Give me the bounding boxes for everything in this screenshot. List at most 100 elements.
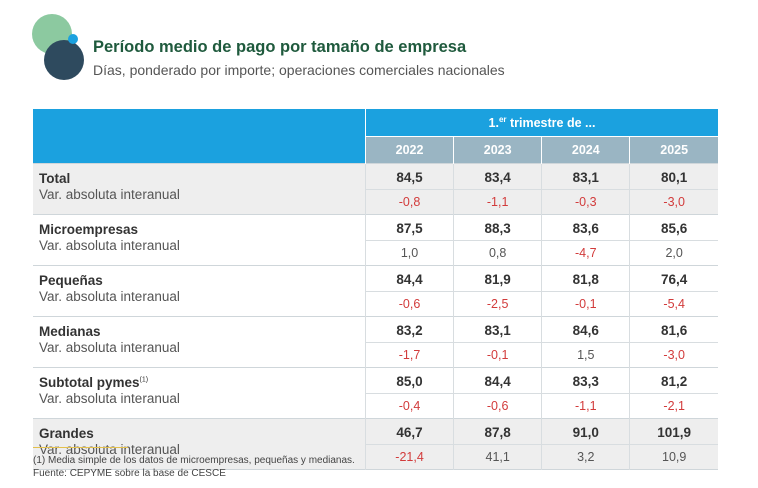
value-cell: 91,0 — [541, 418, 630, 445]
year-header: 2025 — [629, 136, 718, 164]
table-row: Medianas Var. absoluta interanual 83,2 83,1… — [33, 316, 718, 368]
value-cell: 83,1 — [453, 316, 542, 343]
table-row: Subtotal pymes(1) Var. absoluta interanua… — [33, 367, 718, 419]
change-cell: -3,0 — [629, 189, 718, 215]
value-cell: 81,8 — [541, 265, 630, 292]
group-subtitle: Var. absoluta interanual — [39, 391, 180, 406]
value-cell: 83,6 — [541, 214, 630, 241]
value-cell: 87,5 — [364, 214, 454, 241]
table-row-change: 1,0 0,8 -4,7 2,0 — [33, 240, 718, 266]
change-cell: 0,8 — [453, 240, 542, 266]
value-cell: 83,1 — [541, 163, 630, 190]
change-cell: 1,0 — [364, 240, 454, 266]
change-cell: -1,1 — [541, 393, 630, 419]
group-name: Total — [39, 171, 365, 186]
period-label-post: trimestre de ... — [506, 116, 596, 131]
change-cell: 2,0 — [629, 240, 718, 266]
change-cell: -4,7 — [541, 240, 630, 266]
group-subtitle: Var. absoluta interanual — [39, 238, 180, 253]
group-subtitle: Var. absoluta interanual — [39, 289, 180, 304]
change-cell: -2,1 — [629, 393, 718, 419]
group-name-text: Grandes — [39, 426, 94, 441]
year-header: 2023 — [453, 136, 542, 164]
table-row: Microempresas Var. absoluta interanual 87,… — [33, 214, 718, 266]
table-header-blank — [33, 109, 366, 164]
value-cell: 83,3 — [541, 367, 630, 394]
value-cell: 81,2 — [629, 367, 718, 394]
change-cell: -5,4 — [629, 291, 718, 317]
change-cell: -1,1 — [453, 189, 542, 215]
value-cell: 84,5 — [364, 163, 454, 190]
value-cell: 83,4 — [453, 163, 542, 190]
value-cell: 101,9 — [629, 418, 718, 445]
row-label: Grandes Var. absoluta interanual — [33, 418, 366, 470]
change-cell: -0,3 — [541, 189, 630, 215]
value-cell: 84,4 — [364, 265, 454, 292]
table-row-change: -1,7 -0,1 1,5 -3,0 — [33, 342, 718, 368]
table-row-change: -0,4 -0,6 -1,1 -2,1 — [33, 393, 718, 419]
change-cell: 1,5 — [541, 342, 630, 368]
change-cell: -0,1 — [541, 291, 630, 317]
change-cell: -0,1 — [453, 342, 542, 368]
group-name: Grandes — [39, 426, 365, 441]
value-cell: 83,2 — [364, 316, 454, 343]
row-label: Microempresas Var. absoluta interanual — [33, 214, 366, 266]
value-cell: 46,7 — [364, 418, 454, 445]
footnote-marker: (1) — [139, 376, 149, 384]
group-subtitle: Var. absoluta interanual — [39, 340, 180, 355]
group-name: Medianas — [39, 324, 365, 339]
group-name: Pequeñas — [39, 273, 365, 288]
page-title: Período medio de pago por tamaño de empr… — [93, 38, 467, 56]
payment-period-table: 1.er trimestre de ... 2022 2023 2024 2025 T… — [33, 109, 718, 470]
table-row-change: -0,6 -2,5 -0,1 -5,4 — [33, 291, 718, 317]
group-name-text: Total — [39, 171, 71, 186]
year-header: 2022 — [364, 136, 454, 164]
row-label: Subtotal pymes(1) Var. absoluta interanua… — [33, 367, 366, 419]
value-cell: 76,4 — [629, 265, 718, 292]
change-cell: -0,6 — [364, 291, 454, 317]
change-cell: -3,0 — [629, 342, 718, 368]
value-cell: 81,6 — [629, 316, 718, 343]
year-header: 2024 — [541, 136, 630, 164]
source-note: Fuente: CEPYME sobre la base de CESCE — [33, 468, 226, 479]
group-name-text: Subtotal pymes — [39, 375, 140, 390]
row-label: Total Var. absoluta interanual — [33, 163, 366, 215]
group-name: Microempresas — [39, 222, 365, 237]
row-label: Pequeñas Var. absoluta interanual — [33, 265, 366, 317]
table-row-change: -21,4 41,1 3,2 10,9 — [33, 444, 718, 470]
footnote-divider — [33, 447, 128, 448]
group-subtitle: Var. absoluta interanual — [39, 442, 180, 457]
page-subtitle: Días, ponderado por importe; operaciones… — [93, 62, 505, 78]
value-cell: 88,3 — [453, 214, 542, 241]
group-subtitle: Var. absoluta interanual — [39, 187, 180, 202]
change-cell: 10,9 — [629, 444, 718, 470]
table-row: Grandes Var. absoluta interanual 46,7 87,8 9… — [33, 418, 718, 470]
period-label-pre: 1. — [488, 116, 499, 131]
table-row-change: -0,8 -1,1 -0,3 -3,0 — [33, 189, 718, 215]
value-cell: 84,6 — [541, 316, 630, 343]
group-name-text: Pequeñas — [39, 273, 103, 288]
footnote-1: (1) Media simple de los datos de microem… — [33, 455, 355, 466]
group-name: Subtotal pymes(1) — [39, 375, 365, 390]
change-cell: 3,2 — [541, 444, 630, 470]
change-cell: -21,4 — [364, 444, 454, 470]
change-cell: 41,1 — [453, 444, 542, 470]
value-cell: 81,9 — [453, 265, 542, 292]
change-cell: -1,7 — [364, 342, 454, 368]
change-cell: -0,6 — [453, 393, 542, 419]
table-row: Total Var. absoluta interanual 84,5 83,4 83,… — [33, 163, 718, 215]
value-cell: 85,6 — [629, 214, 718, 241]
group-name-text: Microempresas — [39, 222, 139, 237]
change-cell: -2,5 — [453, 291, 542, 317]
value-cell: 85,0 — [364, 367, 454, 394]
change-cell: -0,8 — [364, 189, 454, 215]
value-cell: 80,1 — [629, 163, 718, 190]
value-cell: 87,8 — [453, 418, 542, 445]
period-header: 1.er trimestre de ... — [364, 109, 718, 137]
row-label: Medianas Var. absoluta interanual — [33, 316, 366, 368]
value-cell: 84,4 — [453, 367, 542, 394]
period-label-sup: er — [498, 114, 507, 124]
change-cell: -0,4 — [364, 393, 454, 419]
brand-logo-icon — [32, 14, 84, 80]
table-row: Pequeñas Var. absoluta interanual 84,4 81,9… — [33, 265, 718, 317]
